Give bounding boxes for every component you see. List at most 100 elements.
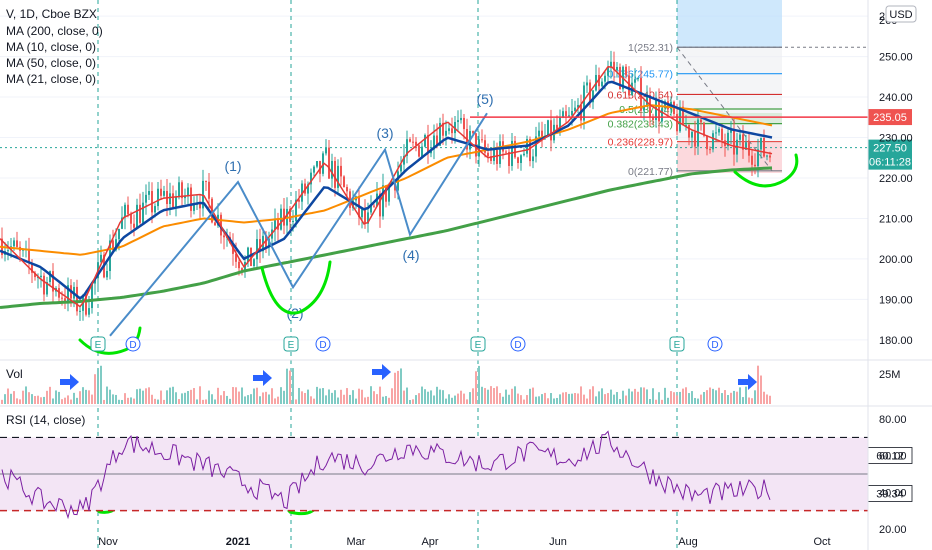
volume-bar: [445, 398, 447, 404]
earnings-marker[interactable]: E: [90, 336, 106, 352]
candle-body: [379, 193, 381, 217]
candle-body: [199, 203, 201, 209]
volume-bar: [685, 387, 687, 404]
candle-body: [745, 142, 747, 150]
volume-bar: [343, 394, 345, 404]
volume-bar: [223, 391, 225, 404]
indicator-ma50[interactable]: MA (50, close, 0): [6, 56, 96, 70]
candle-body: [415, 141, 417, 146]
candle-body: [712, 133, 714, 150]
rsi-value-tag[interactable]: 60.12: [867, 447, 913, 464]
symbol-line[interactable]: V, 1D, Cboe BZX: [6, 7, 97, 21]
rsi-label[interactable]: RSI (14, close): [6, 413, 85, 427]
dividend-marker[interactable]: D: [510, 336, 526, 352]
volume-bar: [373, 391, 375, 404]
candle-body: [433, 135, 435, 150]
time-tick-label: Aug: [678, 536, 698, 548]
volume-bar: [400, 368, 402, 404]
volume-bar: [349, 394, 351, 404]
indicator-ma10[interactable]: MA (10, close, 0): [6, 40, 96, 54]
volume-bar: [595, 396, 597, 404]
earnings-badge: [669, 336, 685, 352]
volume-bar: [502, 396, 504, 404]
volume-bar: [238, 391, 240, 404]
volume-bar: [22, 390, 24, 404]
candle-body: [409, 139, 411, 142]
volume-bar: [472, 388, 474, 404]
event-letter: E: [288, 340, 295, 351]
candle-body: [250, 247, 252, 267]
candle-body: [514, 140, 516, 158]
candle-body: [331, 160, 333, 179]
volume-bar: [112, 394, 114, 404]
volume-bar: [64, 397, 66, 404]
volume-bar: [706, 390, 708, 404]
candle-body: [508, 151, 510, 166]
rsi-value-tag[interactable]: 39.34: [867, 485, 913, 502]
volume-bar: [160, 390, 162, 404]
earnings-marker[interactable]: E: [283, 336, 299, 352]
candle-body: [619, 66, 621, 90]
earnings-marker[interactable]: E: [669, 336, 685, 352]
candle-body: [121, 217, 123, 229]
horizontal-level-line[interactable]: 235.05 227.50 06:11:28: [470, 109, 912, 170]
volume-bar: [73, 392, 75, 404]
time-axis[interactable]: Nov 2021 Mar Apr Jun Aug Oct: [98, 536, 830, 548]
dividend-marker[interactable]: D: [707, 336, 723, 352]
candle-body: [751, 155, 753, 165]
volume-bar: [748, 397, 750, 404]
volume-bar: [751, 398, 753, 404]
dividend-marker[interactable]: D: [315, 336, 331, 352]
indicator-ma200[interactable]: MA (200, close, 0): [6, 24, 103, 38]
indicator-ma21[interactable]: MA (21, close, 0): [6, 72, 96, 86]
volume-bar: [61, 399, 63, 404]
volume-bar: [469, 392, 471, 404]
last-price-tag[interactable]: 227.50 06:11:28: [868, 139, 912, 170]
volume-bar: [517, 393, 519, 404]
candle-body: [325, 147, 327, 154]
volume-bar: [427, 391, 429, 404]
volume-bar: [592, 386, 594, 404]
candle-body: [112, 240, 114, 251]
price-tick-label: 190.00: [879, 294, 913, 306]
volume-bar: [418, 393, 420, 404]
volume-bar: [271, 388, 273, 404]
candle-body: [175, 197, 177, 208]
candle-body: [172, 193, 174, 208]
level-price-tag[interactable]: 235.05: [868, 109, 912, 126]
candle-body: [244, 261, 246, 273]
candle-body: [487, 152, 489, 157]
candle-body: [709, 149, 711, 151]
volume-bar: [409, 399, 411, 404]
candle-body: [463, 117, 465, 130]
earnings-marker[interactable]: E: [470, 336, 486, 352]
volume-bar: [286, 368, 288, 404]
candle-body: [235, 253, 237, 262]
candle-body: [385, 185, 387, 202]
candle-body: [691, 131, 693, 138]
ma-line-ma200: [0, 166, 773, 309]
volume-label[interactable]: Vol: [6, 367, 23, 381]
arrow-annotation: [60, 374, 79, 390]
volume-bar: [121, 399, 123, 404]
candle-body: [67, 285, 69, 304]
volume-bar: [607, 393, 609, 404]
volume-bar: [244, 396, 246, 404]
volume-bar: [100, 365, 102, 404]
candle-body: [91, 283, 93, 309]
dividend-marker[interactable]: D: [125, 336, 141, 352]
price-axis[interactable]: 180.00 190.00 200.00 210.00 220.00 230.00 240.…: [879, 11, 913, 536]
volume-bar: [508, 394, 510, 404]
candle-body: [247, 247, 249, 262]
candle-body: [283, 208, 285, 226]
currency-badge[interactable]: USD: [885, 5, 917, 23]
volume-bar: [106, 386, 108, 404]
elliott-wave-drawing[interactable]: (1)(2)(3)(4)(5): [109, 91, 494, 337]
candle-body: [61, 297, 63, 299]
volume-bar: [46, 390, 48, 404]
candle-body: [400, 164, 402, 172]
volume-bar: [478, 365, 480, 404]
candle-body: [382, 185, 384, 217]
